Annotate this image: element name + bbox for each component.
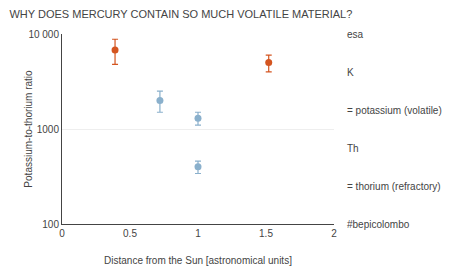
svg-text:1000: 1000 bbox=[37, 124, 60, 135]
svg-text:0.5: 0.5 bbox=[123, 228, 137, 239]
svg-text:2: 2 bbox=[331, 228, 337, 239]
svg-text:esa: esa bbox=[347, 29, 364, 40]
svg-text:10 000: 10 000 bbox=[28, 29, 59, 40]
svg-text:K: K bbox=[347, 67, 354, 78]
svg-text:1: 1 bbox=[195, 228, 201, 239]
svg-text:#bepicolombo: #bepicolombo bbox=[347, 219, 410, 230]
svg-text:Th: Th bbox=[347, 143, 359, 154]
svg-text:WHY DOES MERCURY CONTAIN SO MU: WHY DOES MERCURY CONTAIN SO MUCH VOLATIL… bbox=[9, 8, 352, 20]
svg-text:= potassium (volatile): = potassium (volatile) bbox=[347, 105, 442, 116]
svg-text:1.5: 1.5 bbox=[259, 228, 273, 239]
svg-text:= thorium (refractory): = thorium (refractory) bbox=[347, 181, 441, 192]
svg-text:0: 0 bbox=[59, 228, 65, 239]
svg-text:Distance from the Sun [astrono: Distance from the Sun [astronomical unit… bbox=[104, 255, 292, 266]
svg-text:100: 100 bbox=[42, 219, 59, 230]
svg-text:Potassium-to-thorium ratio: Potassium-to-thorium ratio bbox=[23, 70, 34, 188]
